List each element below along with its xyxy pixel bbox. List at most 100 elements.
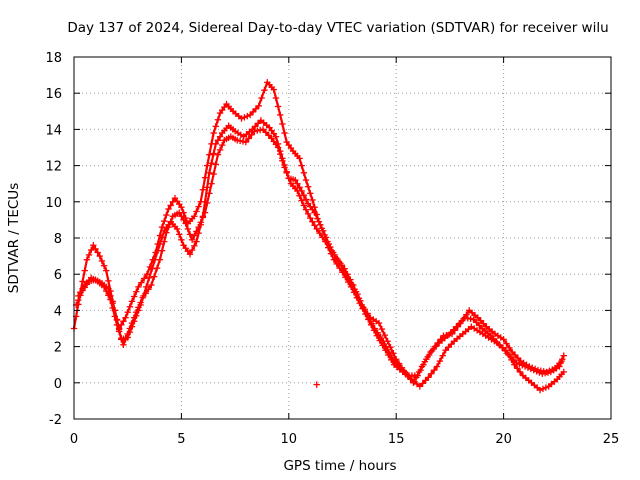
data-point: [195, 223, 202, 231]
data-point: [294, 187, 301, 195]
data-point: [353, 294, 361, 301]
data-point: [506, 344, 513, 352]
x-tick-label: 10: [281, 432, 298, 447]
data-point: [107, 296, 114, 303]
x-tick-label: 15: [388, 432, 405, 447]
data-point: [339, 269, 346, 276]
data-point: [148, 281, 155, 289]
data-point: [109, 304, 116, 312]
data-point: [262, 129, 270, 136]
data-point: [319, 234, 326, 241]
data-point: [505, 351, 512, 359]
data-point: [307, 214, 314, 222]
data-point: [255, 102, 262, 110]
data-point: [311, 209, 318, 216]
data-point: [324, 244, 332, 251]
x-axis-label: GPS time / hours: [283, 458, 396, 474]
data-point: [173, 225, 181, 233]
data-point: [296, 192, 303, 199]
data-point: [560, 352, 567, 359]
y-tick-label: 6: [54, 268, 62, 283]
data-point: [279, 157, 286, 164]
data-point: [378, 325, 386, 333]
data-point: [105, 277, 112, 285]
data-point: [300, 202, 308, 209]
data-point: [180, 216, 187, 224]
data-point: [420, 361, 427, 368]
data-point: [103, 267, 110, 274]
data-point: [296, 155, 303, 162]
data-point: [212, 140, 219, 148]
data-point: [178, 213, 185, 220]
grid-lines: [74, 57, 611, 419]
data-point: [480, 320, 487, 327]
y-tick-label: 12: [45, 160, 62, 175]
data-point: [307, 190, 314, 197]
data-point: [560, 368, 567, 376]
data-point: [161, 217, 168, 225]
data-point: [165, 205, 172, 213]
data-point: [201, 174, 209, 181]
data-point: [130, 314, 138, 321]
data-point: [191, 213, 198, 220]
data-point: [508, 348, 516, 356]
data-point: [92, 245, 99, 253]
data-point: [416, 383, 424, 390]
data-point: [98, 257, 106, 265]
data-point: [115, 328, 123, 335]
data-point: [163, 229, 170, 236]
data-point: [258, 94, 265, 102]
y-tick-label: 4: [54, 304, 62, 319]
data-point: [156, 240, 164, 248]
data-point: [214, 137, 222, 144]
data-point: [161, 238, 168, 245]
data-point: [283, 169, 290, 177]
data-point: [150, 273, 158, 280]
data-point: [124, 309, 131, 316]
data-point: [178, 204, 185, 211]
data-point: [442, 347, 449, 354]
data-point: [422, 377, 429, 384]
data-point: [511, 351, 519, 359]
data-point: [502, 347, 509, 354]
data-point: [382, 347, 389, 354]
data-point: [304, 183, 312, 190]
data-point: [350, 289, 358, 296]
data-point: [210, 129, 217, 137]
data-point: [356, 299, 363, 307]
data-point: [120, 318, 127, 325]
data-point: [139, 294, 146, 301]
data-point: [434, 339, 441, 347]
data-point: [526, 363, 533, 370]
data-point: [503, 340, 510, 347]
data-point: [457, 319, 464, 327]
data-point: [330, 256, 338, 263]
data-point: [302, 206, 310, 213]
data-point: [96, 252, 103, 260]
data-point: [83, 256, 91, 263]
data-point: [163, 211, 170, 219]
data-point: [294, 180, 301, 187]
data-point: [296, 184, 303, 191]
data-point: [474, 314, 482, 321]
data-point: [208, 180, 215, 187]
data-point: [314, 215, 321, 222]
data-point: [251, 123, 259, 130]
data-point: [279, 120, 286, 128]
data-point: [313, 225, 320, 233]
data-point: [135, 283, 142, 291]
data-point: [165, 223, 172, 231]
y-tick-label: 2: [54, 341, 62, 356]
data-point: [539, 385, 547, 393]
data-point: [130, 293, 138, 300]
data-point: [126, 303, 134, 310]
data-point: [270, 86, 277, 93]
data-point: [216, 146, 224, 154]
data-point: [214, 116, 222, 123]
data-point: [201, 209, 209, 216]
data-point: [376, 337, 383, 344]
data-point: [135, 304, 142, 311]
data-point: [414, 372, 421, 379]
data-point: [272, 94, 280, 102]
data-point: [153, 264, 161, 272]
